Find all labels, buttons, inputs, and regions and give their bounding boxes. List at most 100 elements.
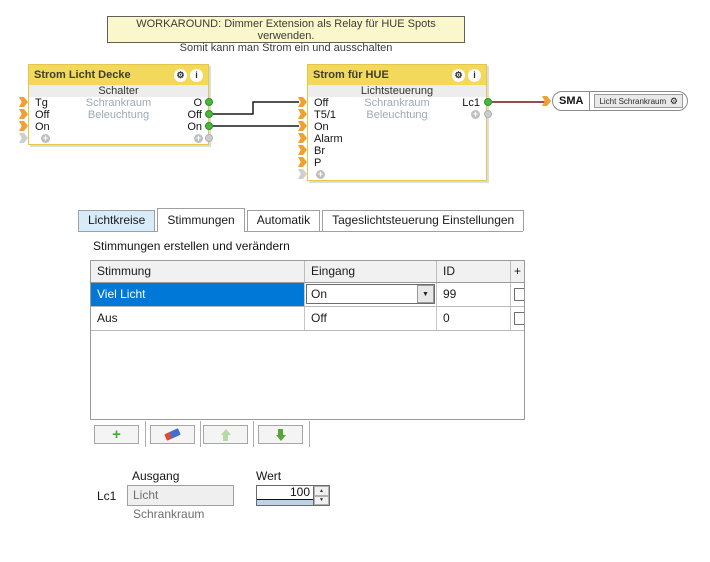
sma-input-connector[interactable]: [542, 96, 551, 106]
input-label-tg: Tg: [35, 97, 48, 109]
wert-highlight: [257, 500, 313, 505]
input-connector-extra[interactable]: [19, 133, 28, 143]
output-connector-off[interactable]: [205, 110, 213, 118]
function-block-strom-licht-decke[interactable]: Strom Licht Decke ⚙ i Schalter Tg Schran…: [28, 64, 209, 145]
wert-value[interactable]: 100: [257, 486, 313, 500]
column-header-plus[interactable]: +: [514, 264, 522, 278]
input-connector-off[interactable]: [298, 97, 307, 107]
note-line-2: Somit kann man Strom ein und ausschalten: [179, 42, 393, 54]
input-label-p: P: [314, 157, 322, 169]
input-label-br: Br: [314, 145, 325, 157]
add-input-icon[interactable]: +: [41, 133, 50, 143]
output-connector-extra[interactable]: [484, 110, 492, 118]
wert-input[interactable]: 100: [257, 486, 313, 505]
input-connector-extra[interactable]: [298, 169, 307, 179]
cell-checkbox: [511, 307, 524, 330]
input-connector-on[interactable]: [298, 121, 307, 131]
block1-category-label: Beleuchtung: [87, 109, 150, 121]
move-down-button[interactable]: [258, 425, 303, 444]
output-connector-extra[interactable]: [205, 134, 213, 142]
block2-row-p: P: [308, 157, 486, 169]
spin-up-button[interactable]: ▲: [314, 486, 329, 496]
block2-row-off: Off Schrankraum Lc1: [308, 97, 486, 109]
gear-icon[interactable]: ⚙: [174, 68, 187, 82]
block2-row-on: On: [308, 121, 486, 133]
move-up-button[interactable]: [203, 425, 248, 444]
gear-icon[interactable]: ⚙: [669, 95, 678, 106]
output-label-q: O: [193, 97, 202, 109]
sma-label: SMA: [559, 95, 584, 107]
output-label-off: Off: [187, 109, 202, 121]
ausgang-field[interactable]: Licht Schrankraum: [127, 485, 234, 521]
stimmungen-table: Stimmung Eingang ID + Viel Licht On ▼ 99…: [90, 260, 525, 420]
chevron-down-icon[interactable]: ▼: [417, 285, 434, 303]
table-row-aus[interactable]: Aus Off 0: [91, 307, 524, 331]
tab-lichtkreise[interactable]: Lichtkreise: [78, 210, 156, 231]
tab-tageslichtsteuerung[interactable]: Tageslichtsteuerung Einstellungen: [322, 210, 525, 231]
add-output-icon[interactable]: +: [194, 133, 203, 143]
wert-spinner[interactable]: 100 ▲ ▼: [256, 485, 330, 506]
cell-id[interactable]: 0: [437, 307, 511, 330]
column-header-id[interactable]: ID: [437, 261, 511, 282]
table-row-viel-licht[interactable]: Viel Licht On ▼ 99: [91, 283, 524, 307]
block2-bottom-row: +: [308, 169, 486, 180]
cell-stimmung[interactable]: Viel Licht: [91, 283, 305, 306]
plus-icon: +: [112, 426, 121, 443]
tab-automatik[interactable]: Automatik: [246, 210, 321, 231]
properties-tab-bar: Lichtkreise Stimmungen Automatik Tagesli…: [78, 208, 525, 232]
input-connector-p[interactable]: [298, 157, 307, 167]
column-header-eingang[interactable]: Eingang: [305, 261, 437, 282]
output-label-lc1: Lc1: [462, 97, 480, 109]
tab-stimmungen[interactable]: Stimmungen: [157, 208, 245, 232]
arrow-up-icon: [220, 428, 231, 441]
cell-id[interactable]: 99: [437, 283, 511, 306]
row-checkbox[interactable]: [514, 288, 524, 301]
cell-eingang: On ▼: [305, 283, 437, 306]
input-connector-t51[interactable]: [298, 109, 307, 119]
eingang-dropdown[interactable]: On ▼: [306, 284, 435, 304]
input-label-on: On: [314, 121, 329, 133]
block1-row-off: Off Beleuchtung Off: [29, 109, 208, 121]
delete-row-button[interactable]: [150, 425, 195, 444]
output-ref-label: Lc1: [97, 489, 117, 503]
eraser-icon: [164, 428, 181, 441]
toolbar-separator: [145, 421, 146, 447]
block2-title-bar[interactable]: Strom für HUE ⚙ i: [308, 65, 486, 85]
input-connector-off[interactable]: [19, 109, 28, 119]
input-label-on: On: [35, 121, 50, 133]
gear-icon[interactable]: ⚙: [452, 68, 465, 82]
output-label-on: On: [187, 121, 202, 133]
add-output-icon[interactable]: +: [471, 109, 480, 119]
panel-heading: Stimmungen erstellen und verändern: [93, 239, 290, 253]
arrow-down-icon: [275, 428, 286, 441]
block1-row-tg: Tg Schrankraum O: [29, 97, 208, 109]
input-label-off: Off: [314, 97, 329, 109]
add-input-icon[interactable]: +: [316, 169, 325, 179]
input-label-alarm: Alarm: [314, 133, 343, 145]
row-checkbox[interactable]: [514, 312, 524, 325]
column-header-stimmung[interactable]: Stimmung: [91, 261, 305, 282]
input-connector-on[interactable]: [19, 121, 28, 131]
block1-title-bar[interactable]: Strom Licht Decke ⚙ i: [29, 65, 208, 85]
add-row-button[interactable]: +: [94, 425, 139, 444]
output-connector-lc1[interactable]: [484, 98, 492, 106]
input-connector-alarm[interactable]: [298, 133, 307, 143]
input-connector-tg[interactable]: [19, 97, 28, 107]
output-connector-q[interactable]: [205, 98, 213, 106]
wire-off-to-off: [213, 101, 299, 115]
output-connector-on[interactable]: [205, 122, 213, 130]
info-icon[interactable]: i: [468, 68, 481, 82]
spin-down-button[interactable]: ▼: [314, 495, 329, 505]
cell-stimmung[interactable]: Aus: [91, 307, 305, 330]
function-block-strom-fuer-hue[interactable]: Strom für HUE ⚙ i Lichtsteuerung Off Sch…: [307, 64, 487, 181]
block1-bottom-row: + +: [29, 133, 208, 144]
info-icon[interactable]: i: [190, 68, 203, 82]
sma-output-name-box[interactable]: Licht Schrankraum ⚙: [594, 94, 683, 108]
block2-row-br: Br: [308, 145, 486, 157]
cell-eingang[interactable]: Off: [305, 307, 437, 330]
sma-output-block[interactable]: SMA Licht Schrankraum ⚙: [552, 91, 688, 111]
input-connector-br[interactable]: [298, 145, 307, 155]
note-line-1: WORKAROUND: Dimmer Extension als Relay f…: [136, 18, 436, 42]
workaround-note[interactable]: WORKAROUND: Dimmer Extension als Relay f…: [107, 16, 465, 54]
